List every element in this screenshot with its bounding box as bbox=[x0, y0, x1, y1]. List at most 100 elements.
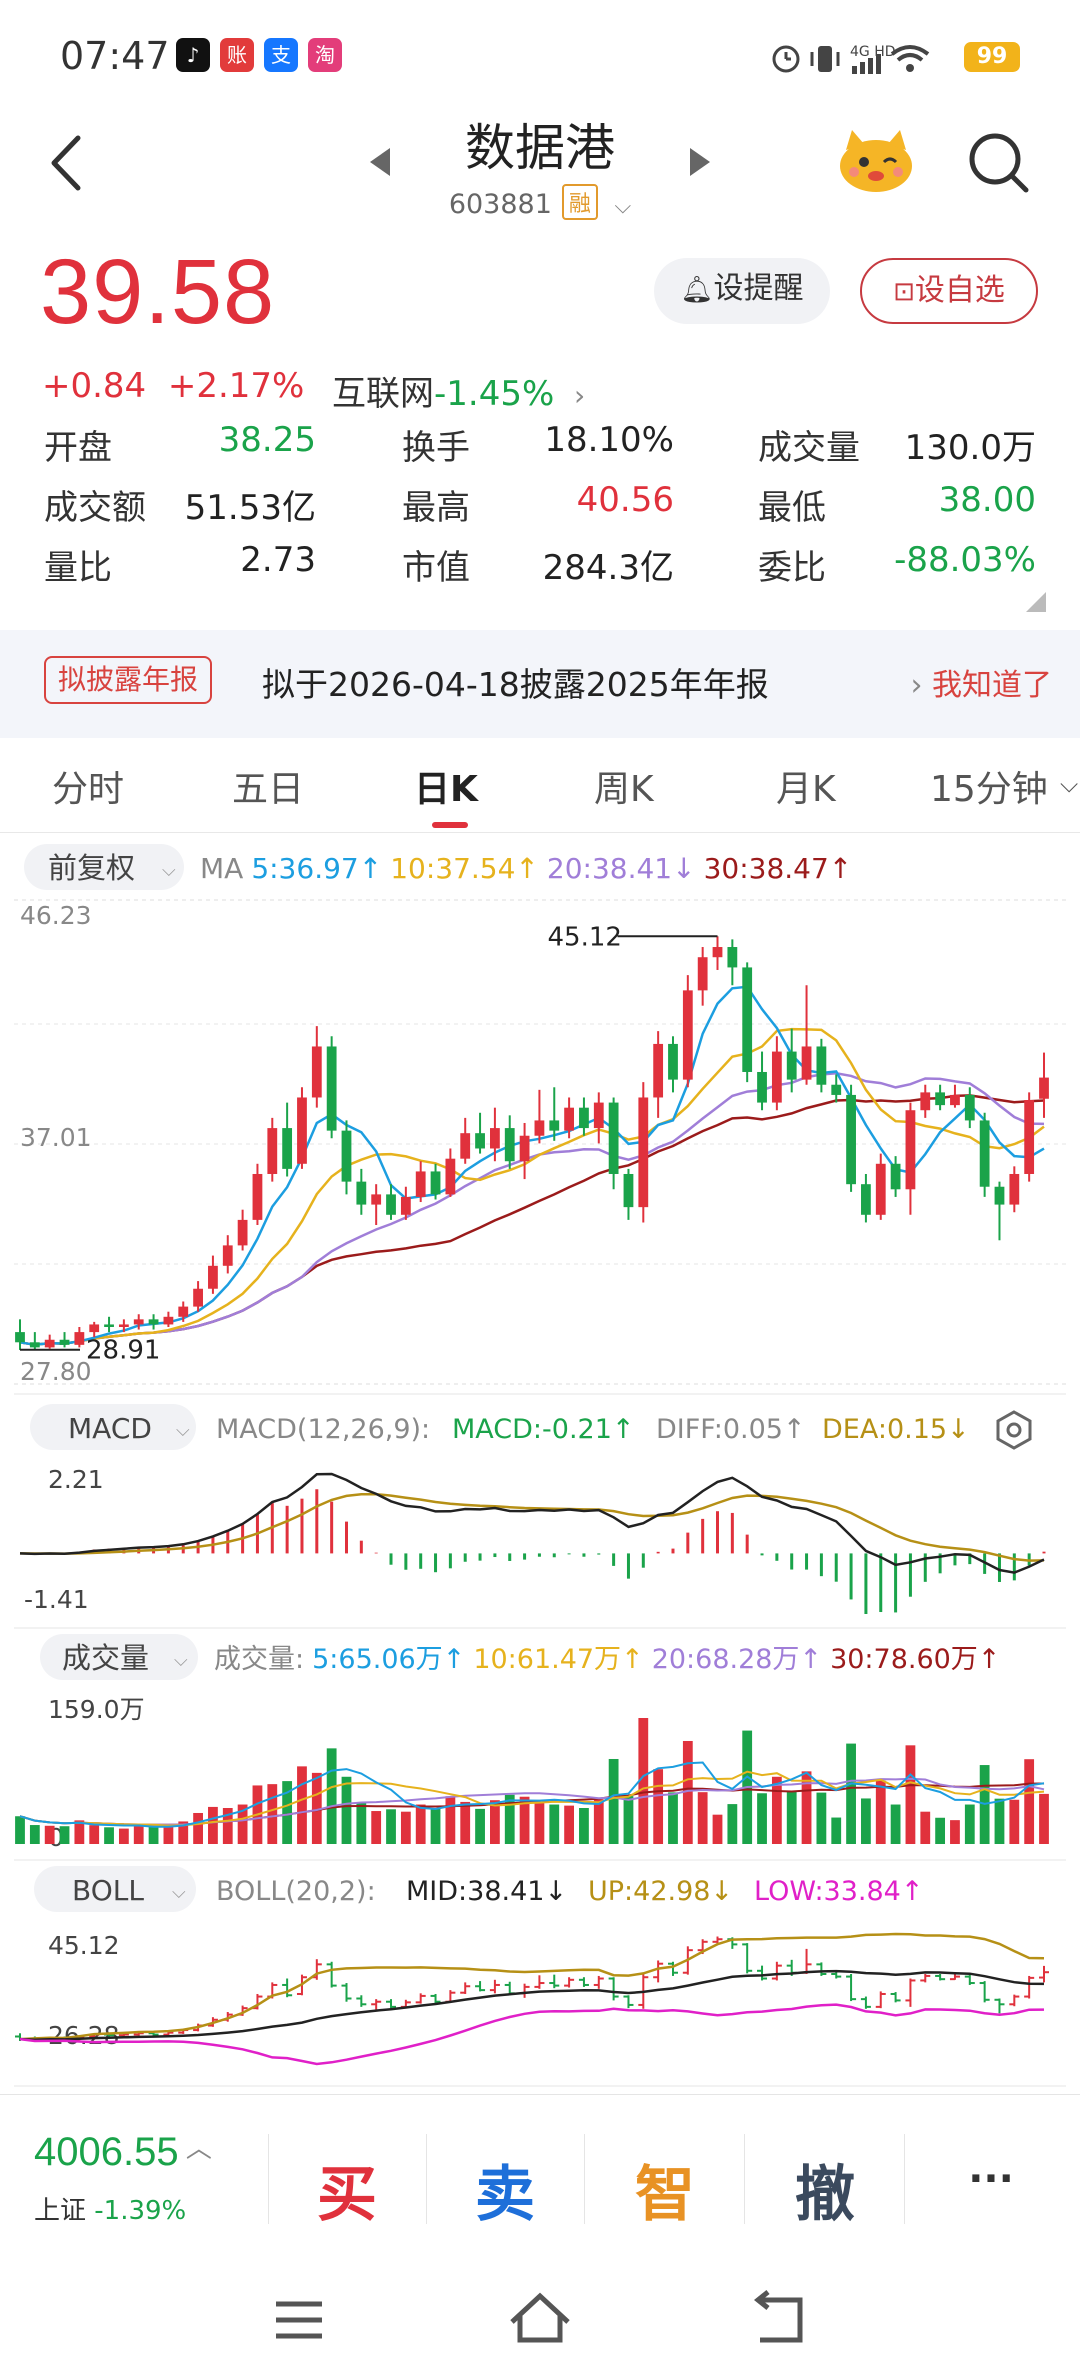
settings-hex-icon[interactable] bbox=[996, 1410, 1032, 1450]
more-button[interactable]: ··· bbox=[968, 2156, 1014, 2202]
candle bbox=[490, 1128, 500, 1149]
candle bbox=[653, 1043, 664, 1098]
sell-button[interactable]: 卖 bbox=[475, 2160, 535, 2230]
mascot-icon[interactable] bbox=[836, 126, 916, 196]
tab-intraday[interactable]: 分时 bbox=[52, 769, 125, 810]
legend-item: 10:37.54↑ bbox=[390, 852, 539, 885]
banner-text: 拟于2026-04-18披露2025年年报 bbox=[262, 665, 769, 704]
adjust-selector[interactable] bbox=[24, 844, 184, 890]
candle bbox=[74, 1332, 85, 1345]
volume-bar bbox=[445, 1796, 456, 1844]
boll-low: LOW:33.84↑ bbox=[754, 1876, 923, 1907]
volume-bar bbox=[668, 1792, 678, 1844]
volume-bar bbox=[831, 1817, 842, 1844]
disclosure-banner[interactable] bbox=[0, 630, 1080, 738]
volume-bar bbox=[564, 1805, 574, 1844]
volume-bar bbox=[579, 1808, 589, 1844]
signal-icon bbox=[852, 54, 881, 74]
volume-bar bbox=[638, 1718, 649, 1844]
stat-label: 委比 bbox=[758, 548, 826, 588]
macd-tab-label: MACD bbox=[68, 1412, 152, 1445]
legend-item: 30:78.60万↑ bbox=[830, 1644, 1000, 1675]
stock-title: 数据港 bbox=[465, 119, 615, 177]
sector-pct: -1.45% bbox=[434, 374, 555, 414]
dea-line bbox=[19, 1492, 1045, 1562]
search-icon[interactable] bbox=[964, 128, 1032, 196]
adjust-label: 前复权 bbox=[48, 851, 135, 885]
tab-five-day[interactable]: 五日 bbox=[232, 769, 305, 810]
status-time: 07:47 bbox=[60, 34, 170, 78]
candle bbox=[608, 1102, 619, 1174]
candle bbox=[282, 1128, 293, 1169]
boll-low-line bbox=[19, 2003, 1045, 2066]
prev-stock-button[interactable] bbox=[366, 146, 394, 178]
tab-monthly-k[interactable]: 月K bbox=[776, 769, 836, 810]
macd-histogram bbox=[19, 1472, 1046, 1614]
volume-bar bbox=[222, 1808, 233, 1844]
next-stock-button[interactable] bbox=[686, 146, 714, 178]
candle bbox=[682, 990, 693, 1080]
candle bbox=[935, 1092, 946, 1106]
chevron-down-icon[interactable]: ⌵ bbox=[1060, 770, 1079, 798]
volume-bar bbox=[875, 1780, 886, 1844]
network-label: 4G HD bbox=[850, 44, 896, 60]
banner-dismiss-button[interactable]: › 我知道了 bbox=[910, 660, 1052, 704]
stat-value: 51.53亿 bbox=[184, 488, 316, 528]
back-nav-icon[interactable] bbox=[753, 2290, 803, 2343]
index-value[interactable]: 4006.55 ︿ bbox=[34, 2128, 212, 2175]
volume-axis-top: 159.0万 bbox=[48, 1695, 145, 1724]
candle bbox=[994, 1186, 1005, 1205]
cancel-order-button[interactable]: 撤 bbox=[795, 2160, 855, 2230]
expand-corner-icon[interactable] bbox=[1026, 592, 1046, 612]
chevron-down-icon: ⌵ bbox=[614, 194, 632, 219]
volume-selector[interactable] bbox=[40, 1634, 198, 1680]
candle bbox=[89, 1324, 100, 1333]
stats-grid: 开盘 38.25 换手 18.10% 成交量 130.0万 成交额 51.53亿 最高 40.56… bbox=[0, 420, 1080, 610]
volume-bar bbox=[341, 1776, 352, 1844]
tab-daily-k[interactable]: 日K bbox=[414, 769, 478, 810]
volume-bar bbox=[267, 1784, 278, 1844]
volume-bar bbox=[326, 1748, 337, 1844]
sector-link[interactable]: 互联网-1.45% › bbox=[332, 366, 585, 415]
smart-button[interactable]: 智 bbox=[635, 2160, 695, 2230]
candle bbox=[504, 1128, 515, 1162]
tab-15min[interactable]: 15分钟 bbox=[930, 769, 1048, 810]
index-value-text: 4006.55 bbox=[34, 2130, 179, 2174]
candle bbox=[475, 1133, 485, 1149]
diff-value: DIFF:0.05↑ bbox=[656, 1414, 806, 1445]
tab-weekly-k[interactable]: 周K bbox=[594, 769, 654, 810]
set-alert-button[interactable]: 🔔︎设提醒 bbox=[654, 258, 830, 324]
volume-bar bbox=[519, 1796, 530, 1844]
candle bbox=[905, 1110, 916, 1190]
candle bbox=[950, 1094, 960, 1106]
candle bbox=[237, 1219, 248, 1246]
candles bbox=[15, 936, 1049, 1350]
kline-chart[interactable]: 前复权 ⌵ MA 5:36.97↑ 10:37.54↑ 20:38.41↓ 30:38.… bbox=[0, 834, 1080, 2094]
ma-legend: MA 5:36.97↑ 10:37.54↑ 20:38.41↓ 30:38.47↑ bbox=[200, 852, 852, 885]
macd-selector[interactable] bbox=[30, 1404, 196, 1450]
stat-label: 开盘 bbox=[44, 428, 112, 468]
back-button[interactable] bbox=[40, 128, 100, 198]
stat-label: 最高 bbox=[402, 488, 470, 528]
candle bbox=[549, 1120, 560, 1131]
volume-bar bbox=[415, 1804, 426, 1844]
zhang-icon: 账 bbox=[220, 38, 254, 72]
stat-label: 成交额 bbox=[44, 488, 146, 528]
candle bbox=[356, 1181, 367, 1205]
candle bbox=[564, 1107, 574, 1131]
stat-label: 最低 bbox=[758, 488, 826, 528]
candle bbox=[846, 1094, 856, 1185]
stock-code-row[interactable]: 603881 融 ⌵ bbox=[0, 184, 1080, 220]
macd-axis-top: 2.21 bbox=[48, 1465, 104, 1494]
add-watchlist-button[interactable]: ⊡设自选 bbox=[860, 258, 1038, 324]
candle bbox=[964, 1094, 975, 1121]
legend-item: 5:65.06万↑ bbox=[312, 1644, 465, 1675]
candle bbox=[222, 1245, 233, 1266]
buy-button[interactable]: 买 bbox=[317, 2160, 377, 2230]
volume-bar bbox=[282, 1781, 293, 1844]
banner-tag: 拟披露年报 bbox=[44, 656, 213, 704]
menu-icon[interactable] bbox=[276, 2301, 322, 2339]
home-icon[interactable] bbox=[510, 2292, 570, 2343]
volume-bar bbox=[133, 1826, 144, 1844]
boll-selector[interactable] bbox=[34, 1866, 196, 1912]
